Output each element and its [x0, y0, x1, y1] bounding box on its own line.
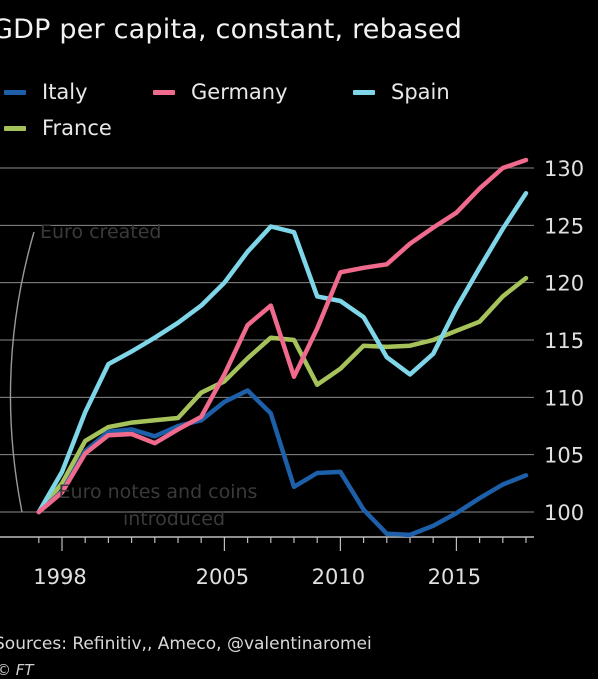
y-tick-label-110: 110 [544, 386, 584, 410]
credit-note: © FT [0, 661, 34, 679]
line-chart: 100 105 110 115 120 125 130 1998 2005 2010 2015 Eur… [0, 157, 584, 589]
chart-title: GDP per capita, constant, rebased [0, 14, 463, 45]
legend-item-france: France [4, 116, 112, 140]
legend-swatch-germany [153, 89, 175, 95]
annotation-euro-created: Euro created [40, 221, 161, 243]
annotation-euro-notes-2: introduced [123, 508, 225, 530]
legend-label-spain: Spain [391, 80, 450, 104]
series-line-spain [36, 190, 529, 515]
legend-label-italy: Italy [42, 80, 88, 104]
y-tick-label-100: 100 [544, 501, 584, 525]
annotation-euro-notes: Euro notes and coins [59, 481, 258, 503]
legend-swatch-spain [353, 89, 375, 95]
y-tick-label-105: 105 [544, 444, 584, 468]
series-line-germany [36, 157, 529, 515]
x-tick-label-1998: 1998 [33, 565, 86, 589]
legend-swatch-italy [4, 89, 26, 95]
x-tick-label-2005: 2005 [196, 565, 249, 589]
euro-created-arc [9, 231, 35, 513]
legend: Italy Germany Spain France [0, 76, 598, 146]
y-tick-label-115: 115 [544, 329, 584, 353]
legend-label-france: France [42, 116, 112, 140]
source-note: Sources: Refinitiv,, Ameco, @valentinaro… [0, 634, 372, 654]
legend-item-germany: Germany [153, 80, 288, 104]
legend-item-spain: Spain [353, 80, 450, 104]
legend-item-italy: Italy [4, 80, 88, 104]
y-tick-label-120: 120 [544, 272, 584, 296]
y-tick-label-125: 125 [544, 214, 584, 238]
x-tick-label-2015: 2015 [428, 565, 481, 589]
legend-swatch-france [4, 125, 26, 131]
y-tick-label-130: 130 [544, 157, 584, 181]
series-line-italy [36, 388, 529, 538]
legend-label-germany: Germany [191, 80, 288, 104]
x-tick-label-2010: 2010 [312, 565, 365, 589]
